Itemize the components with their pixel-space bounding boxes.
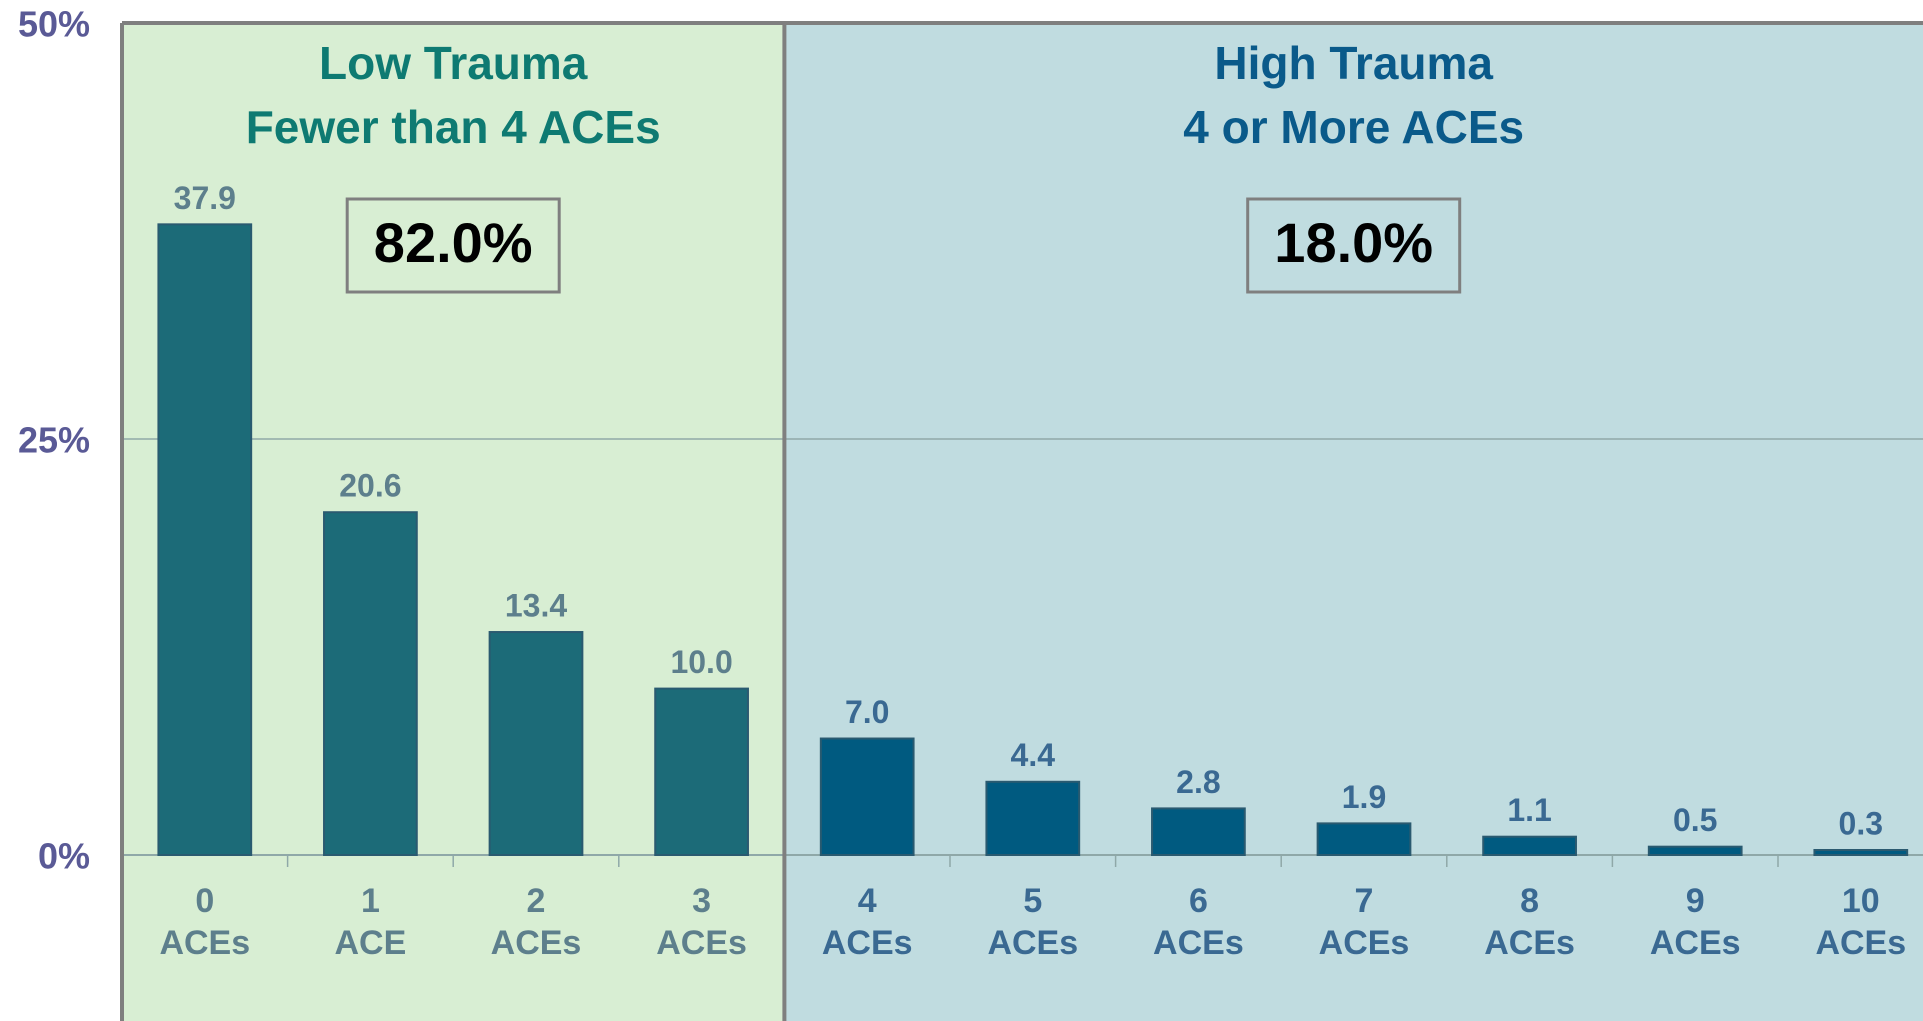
x-tick-label: 7 ACEs bbox=[1319, 882, 1410, 962]
bar bbox=[654, 687, 749, 856]
value-label: 0.3 bbox=[1839, 805, 1883, 841]
value-label: 7.0 bbox=[845, 694, 889, 730]
y-tick-label: 25% bbox=[18, 420, 90, 461]
value-label: 13.4 bbox=[505, 587, 567, 623]
share-label: 82.0% bbox=[374, 211, 533, 274]
bar bbox=[1647, 845, 1743, 856]
x-tick-line: ACEs bbox=[1650, 924, 1741, 962]
x-tick-label: 10 ACEs bbox=[1815, 882, 1906, 962]
x-tick-label: 5 ACEs bbox=[987, 882, 1078, 962]
x-tick-line: ACEs bbox=[159, 924, 250, 962]
value-label: 0.5 bbox=[1673, 802, 1717, 838]
y-tick-label: 50% bbox=[18, 4, 90, 45]
x-tick-label: 3 ACEs bbox=[656, 882, 747, 962]
x-tick-line: 0 bbox=[195, 882, 214, 920]
share-box bbox=[1246, 197, 1462, 294]
value-label: 2.8 bbox=[1176, 764, 1220, 800]
x-tick-line: ACEs bbox=[1153, 924, 1244, 962]
x-tick-line: ACEs bbox=[491, 924, 582, 962]
region-background bbox=[784, 23, 1923, 1021]
x-tick-label: 6 ACEs bbox=[1153, 882, 1244, 962]
bar bbox=[1813, 849, 1909, 856]
x-tick-label: 2 ACEs bbox=[491, 882, 582, 962]
region-title: 4 or More ACEs bbox=[1183, 101, 1524, 153]
x-tick-line: ACEs bbox=[1319, 924, 1410, 962]
x-tick-line: 4 bbox=[858, 882, 877, 920]
value-label: 1.9 bbox=[1342, 779, 1386, 815]
x-tick-line: 7 bbox=[1355, 882, 1374, 920]
x-tick-line: ACEs bbox=[1815, 924, 1906, 962]
x-tick-line: 6 bbox=[1189, 882, 1208, 920]
x-tick-label: 4 ACEs bbox=[822, 882, 913, 962]
bar bbox=[985, 780, 1081, 856]
x-tick-line: 8 bbox=[1520, 882, 1539, 920]
bar bbox=[157, 223, 253, 856]
region-title: Fewer than 4 ACEs bbox=[246, 101, 661, 153]
x-tick-line: 9 bbox=[1686, 882, 1705, 920]
value-label: 4.4 bbox=[1011, 737, 1056, 773]
x-tick-line: ACEs bbox=[822, 924, 913, 962]
x-tick-line: ACE bbox=[335, 924, 407, 962]
x-tick-label: 8 ACEs bbox=[1484, 882, 1575, 962]
value-label: 20.6 bbox=[339, 468, 401, 504]
share-label: 18.0% bbox=[1274, 211, 1433, 274]
bar bbox=[488, 631, 584, 856]
value-label: 1.1 bbox=[1507, 792, 1551, 828]
x-tick-line: ACEs bbox=[1484, 924, 1575, 962]
region-title: Low Trauma bbox=[319, 37, 588, 89]
bar bbox=[1482, 835, 1577, 856]
x-tick-label: 9 ACEs bbox=[1650, 882, 1741, 962]
y-tick-label: 0% bbox=[38, 836, 90, 877]
x-tick-line: 10 bbox=[1842, 882, 1880, 920]
bar bbox=[1316, 822, 1412, 856]
value-label: 10.0 bbox=[670, 644, 732, 680]
region-title: High Trauma bbox=[1214, 37, 1493, 89]
x-tick-label: 0 ACEs bbox=[159, 882, 250, 962]
x-tick-line: 1 bbox=[361, 882, 380, 920]
x-tick-line: ACEs bbox=[656, 924, 747, 962]
bar bbox=[323, 511, 418, 856]
value-label: 37.9 bbox=[174, 180, 236, 216]
x-tick-line: 5 bbox=[1023, 882, 1042, 920]
bar bbox=[819, 737, 915, 857]
x-tick-label: 1 ACE bbox=[335, 882, 407, 962]
share-box bbox=[345, 197, 561, 294]
bar bbox=[1151, 807, 1246, 857]
x-tick-line: 2 bbox=[527, 882, 546, 920]
x-tick-line: ACEs bbox=[987, 924, 1078, 962]
x-tick-line: 3 bbox=[692, 882, 711, 920]
